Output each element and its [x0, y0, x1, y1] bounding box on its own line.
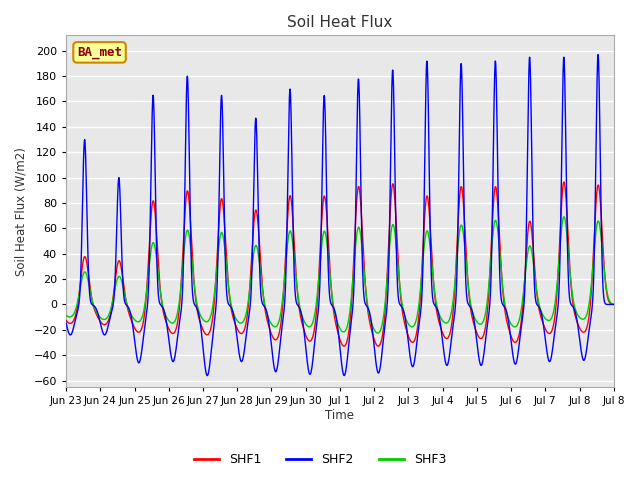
SHF2 [536, 306, 543, 312]
SHF3 [536, 304, 543, 310]
SHF3 [610, 301, 618, 307]
SHF1 [235, 329, 243, 335]
SHF2 [594, 52, 602, 58]
SHF2 [602, 301, 610, 307]
SHF2 [610, 301, 618, 307]
SHF2 [373, 366, 381, 372]
SHF1 [560, 179, 568, 185]
SHF3 [373, 330, 381, 336]
SHF1 [505, 326, 513, 332]
SHF3 [505, 317, 513, 323]
SHF1 [340, 343, 348, 349]
SHF3 [117, 276, 125, 281]
SHF3 [62, 312, 70, 318]
Line: SHF3: SHF3 [66, 217, 614, 333]
SHF2 [204, 372, 211, 378]
SHF1 [373, 343, 381, 348]
Title: Soil Heat Flux: Soil Heat Flux [287, 15, 392, 30]
Text: BA_met: BA_met [77, 46, 122, 59]
SHF1 [62, 317, 70, 323]
SHF3 [235, 320, 243, 325]
SHF1 [536, 310, 543, 315]
Line: SHF2: SHF2 [66, 55, 614, 375]
Line: SHF1: SHF1 [66, 182, 614, 346]
SHF3 [602, 286, 610, 291]
SHF3 [374, 330, 381, 336]
SHF1 [610, 301, 618, 307]
SHF1 [117, 263, 125, 268]
SHF2 [236, 351, 243, 357]
SHF2 [505, 321, 513, 326]
SHF2 [62, 320, 70, 326]
SHF2 [117, 217, 125, 223]
Legend: SHF1, SHF2, SHF3: SHF1, SHF2, SHF3 [189, 448, 451, 471]
X-axis label: Time: Time [325, 409, 355, 422]
SHF1 [602, 288, 610, 293]
SHF3 [560, 214, 568, 220]
Y-axis label: Soil Heat Flux (W/m2): Soil Heat Flux (W/m2) [15, 147, 28, 276]
